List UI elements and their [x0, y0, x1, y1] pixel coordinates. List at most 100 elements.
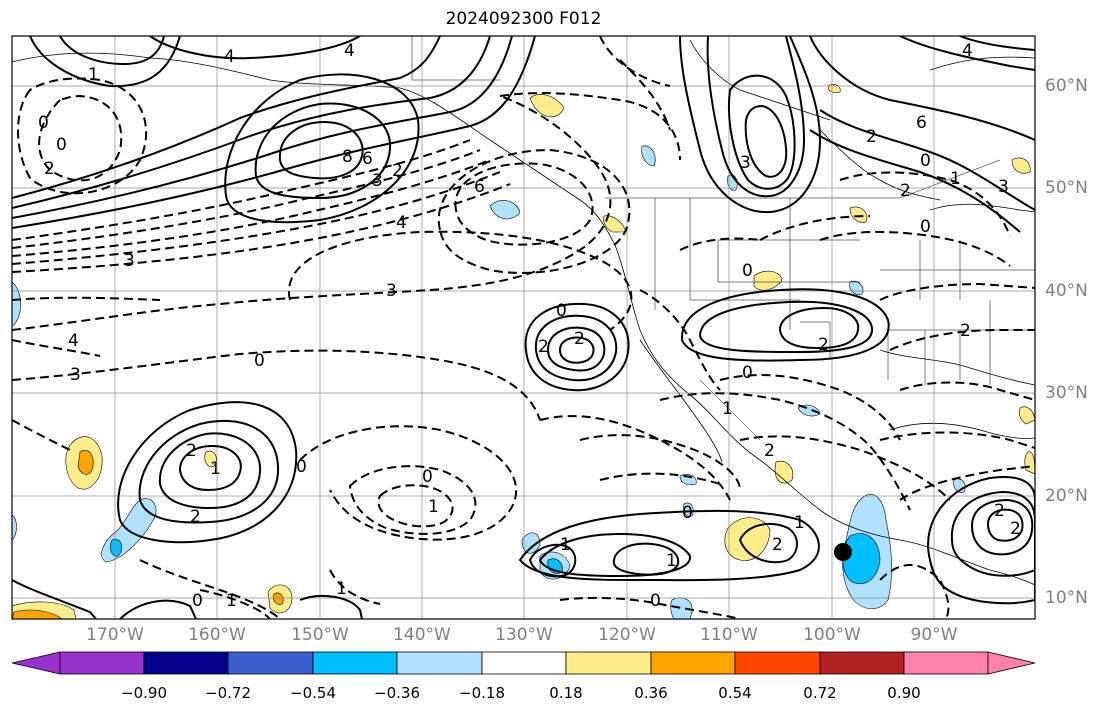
lon-label: 120°W	[598, 625, 656, 645]
contour-label: 2	[44, 159, 55, 179]
colorbar-tick-label: −0.72	[205, 684, 251, 702]
colorbar-bin	[312, 651, 398, 675]
contour-label: 1	[226, 591, 237, 611]
contour-label: 8	[342, 147, 353, 167]
lat-label: 10°N	[1045, 588, 1088, 608]
lon-label: 90°W	[910, 625, 958, 645]
lat-label: 40°N	[1045, 281, 1088, 301]
shading-patches	[12, 84, 1035, 619]
colorbar-tick-label: −0.36	[374, 684, 420, 702]
contour-label: 2	[538, 337, 549, 357]
contour-label: 0	[422, 467, 433, 487]
lon-label: 150°W	[291, 625, 349, 645]
contour-label: 4	[396, 213, 407, 233]
contour-label: 1	[950, 169, 961, 189]
contour-label: 0	[296, 457, 307, 477]
colorbar-arrow-right	[987, 651, 1036, 675]
contour-label: 2	[190, 507, 201, 527]
contour-label: 0	[920, 151, 931, 171]
colorbar-bin	[396, 651, 483, 675]
contour-label: 0	[192, 591, 203, 611]
lat-label: 30°N	[1045, 383, 1088, 403]
contour-label: 4	[962, 41, 973, 61]
colorbar-tick-label: 0.90	[887, 684, 921, 702]
contour-label: 2	[866, 127, 877, 147]
contour-label: 2	[772, 535, 783, 555]
lon-label: 170°W	[86, 625, 144, 645]
contour-label: 2	[900, 181, 911, 201]
colorbar-bin	[650, 651, 736, 675]
contour-label: 0	[682, 503, 693, 523]
contour-label: 4	[344, 41, 355, 61]
contour-label: 1	[428, 497, 439, 517]
lat-label: 60°N	[1045, 76, 1088, 96]
contour-label: 0	[650, 591, 661, 611]
contour-label: 1	[560, 535, 571, 555]
contour-label: 0	[38, 113, 49, 133]
contour-label: 6	[362, 149, 373, 169]
colorbar-arrow-left	[11, 651, 61, 675]
contour-label: 0	[254, 351, 265, 371]
colorbar-tick-label: −0.18	[459, 684, 505, 702]
contour-label: 1	[666, 551, 677, 571]
location-marker	[834, 543, 852, 561]
contour-label: 2	[1010, 519, 1021, 539]
colorbar-bin	[143, 651, 229, 675]
contour-label: 0	[742, 363, 753, 383]
colorbar-tick-label: 0.18	[549, 684, 583, 702]
contour-label: 3	[740, 153, 751, 173]
admin-borders	[411, 36, 1035, 441]
contour-label: 2	[994, 501, 1005, 521]
contour-label: 2	[764, 441, 775, 461]
contour-label: 1	[210, 459, 221, 479]
colorbar-bin	[565, 651, 652, 675]
colorbar-tick-label: 0.36	[634, 684, 668, 702]
contour-label: 2	[818, 335, 829, 355]
contour-label: 0	[56, 135, 67, 155]
contour-label: 1	[722, 399, 733, 419]
colorbar-tick-label: −0.90	[121, 684, 167, 702]
contour-label: 0	[920, 217, 931, 237]
colorbar-bin	[734, 651, 821, 675]
contour-label: 4	[224, 47, 235, 67]
colorbar-bin	[227, 651, 314, 675]
colorbar-bin	[819, 651, 905, 675]
colorbar-bin	[481, 651, 567, 675]
lon-label: 140°W	[393, 625, 451, 645]
contour-labels: 4 4 1 0 2 8 6 2 3 4 0 6 3 2 4 6 3 2 0 3 …	[38, 41, 1021, 611]
contour-label: 3	[998, 177, 1009, 197]
contour-label: 3	[386, 281, 397, 301]
contour-label: 1	[794, 513, 805, 533]
contour-label: 6	[916, 113, 927, 133]
contour-label: 3	[70, 365, 81, 385]
contour-label: 0	[556, 301, 567, 321]
lat-label: 50°N	[1045, 178, 1088, 198]
map-title: 2024092300 F012	[445, 9, 602, 29]
contour-label: 1	[336, 579, 347, 599]
lon-label: 100°W	[803, 625, 861, 645]
lon-label: 130°W	[495, 625, 553, 645]
lat-label: 20°N	[1045, 486, 1088, 506]
lon-label: 110°W	[700, 625, 758, 645]
colorbar	[11, 651, 1036, 675]
contour-label: 3	[124, 251, 135, 271]
gridlines	[12, 36, 1035, 619]
colorbar-tick-label: −0.54	[290, 684, 336, 702]
contour-label: 2	[574, 329, 585, 349]
contour-label: 2	[392, 161, 403, 181]
contour-label: 0	[742, 261, 753, 281]
contours-negative	[12, 36, 1035, 619]
contour-label: 3	[372, 171, 383, 191]
contour-label: 6	[474, 177, 485, 197]
lon-label: 160°W	[188, 625, 246, 645]
colorbar-bin	[59, 651, 145, 675]
colorbar-bin	[903, 651, 989, 675]
contour-label: 2	[960, 321, 971, 341]
colorbar-tick-label: 0.54	[718, 684, 752, 702]
contour-label: 2	[186, 441, 197, 461]
colorbar-tick-label: 0.72	[803, 684, 837, 702]
map-frame	[11, 35, 1036, 620]
contour-label: 4	[68, 331, 79, 351]
contour-label: 1	[88, 65, 99, 85]
